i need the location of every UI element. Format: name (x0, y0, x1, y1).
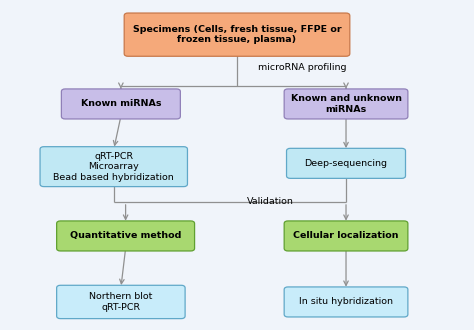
FancyBboxPatch shape (286, 148, 405, 178)
Text: Deep-sequencing: Deep-sequencing (304, 159, 388, 168)
FancyBboxPatch shape (40, 147, 187, 187)
Text: Quantitative method: Quantitative method (70, 231, 181, 241)
FancyBboxPatch shape (124, 13, 350, 56)
FancyBboxPatch shape (284, 221, 408, 251)
FancyBboxPatch shape (284, 287, 408, 317)
Text: Validation: Validation (246, 197, 293, 207)
FancyBboxPatch shape (57, 221, 195, 251)
Text: Specimens (Cells, fresh tissue, FFPE or
frozen tissue, plasma): Specimens (Cells, fresh tissue, FFPE or … (133, 25, 341, 44)
Text: microRNA profiling: microRNA profiling (258, 63, 347, 72)
Text: Northern blot
qRT-PCR: Northern blot qRT-PCR (89, 292, 153, 312)
Text: Cellular localization: Cellular localization (293, 231, 399, 241)
Text: Known miRNAs: Known miRNAs (81, 99, 161, 109)
Text: In situ hybridization: In situ hybridization (299, 297, 393, 307)
Text: qRT-PCR
Microarray
Bead based hybridization: qRT-PCR Microarray Bead based hybridizat… (54, 152, 174, 182)
Text: Known and unknown
miRNAs: Known and unknown miRNAs (291, 94, 401, 114)
FancyBboxPatch shape (57, 285, 185, 319)
FancyBboxPatch shape (62, 89, 180, 119)
FancyBboxPatch shape (284, 89, 408, 119)
